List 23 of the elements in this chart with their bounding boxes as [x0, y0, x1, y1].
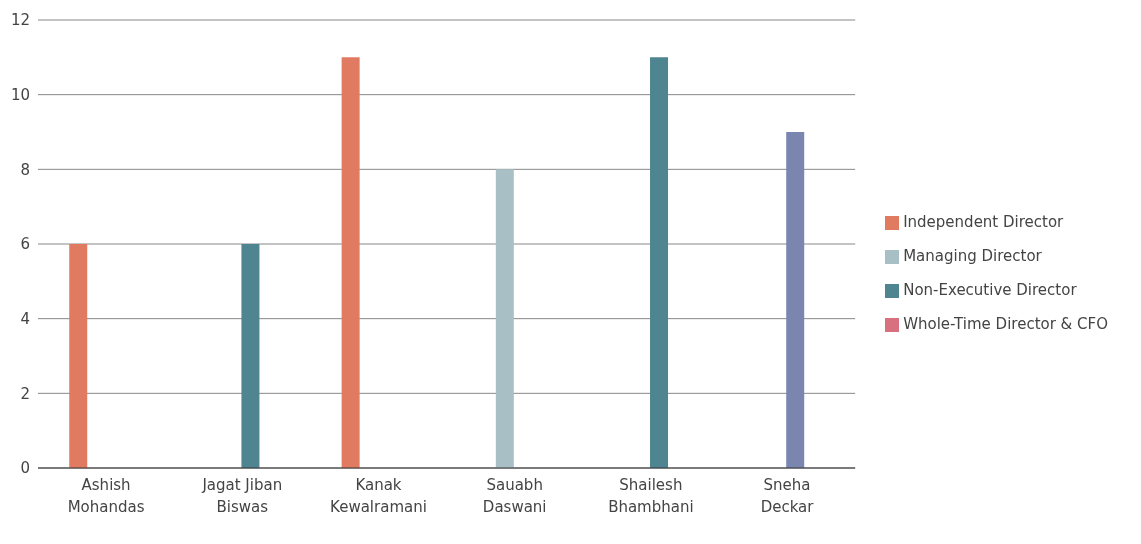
y-tick-label: 6: [20, 235, 30, 254]
x-tick-label: Sauabh Daswani: [482, 476, 547, 516]
y-tick-label: 2: [20, 384, 30, 403]
y-tick-label: 0: [20, 459, 30, 478]
x-tick-label: Kanak Kewalramani: [330, 476, 427, 516]
bar: [341, 57, 360, 468]
y-tick-label: 8: [20, 160, 30, 179]
y-tick-label: 12: [10, 11, 30, 30]
x-tick-label: Shailesh Bhambhani: [608, 476, 694, 516]
x-tick-label: Sneha Deckar: [760, 476, 815, 516]
bar: [650, 57, 669, 468]
legend-label: Independent Director: [903, 213, 1064, 231]
legend-label: Non-Executive Director: [903, 281, 1077, 299]
x-tick-label: Ashish Mohandas: [67, 476, 145, 516]
bar: [495, 169, 514, 468]
bar: [786, 132, 805, 468]
legend-label: Managing Director: [903, 247, 1042, 265]
bar: [241, 244, 260, 468]
legend-label: Whole-Time Director & CFO: [903, 315, 1108, 333]
y-tick-label: 10: [10, 85, 30, 104]
x-tick-label: Jagat Jiban Biswas: [201, 476, 283, 516]
y-tick-label: 4: [20, 309, 30, 328]
bar: [69, 244, 88, 468]
